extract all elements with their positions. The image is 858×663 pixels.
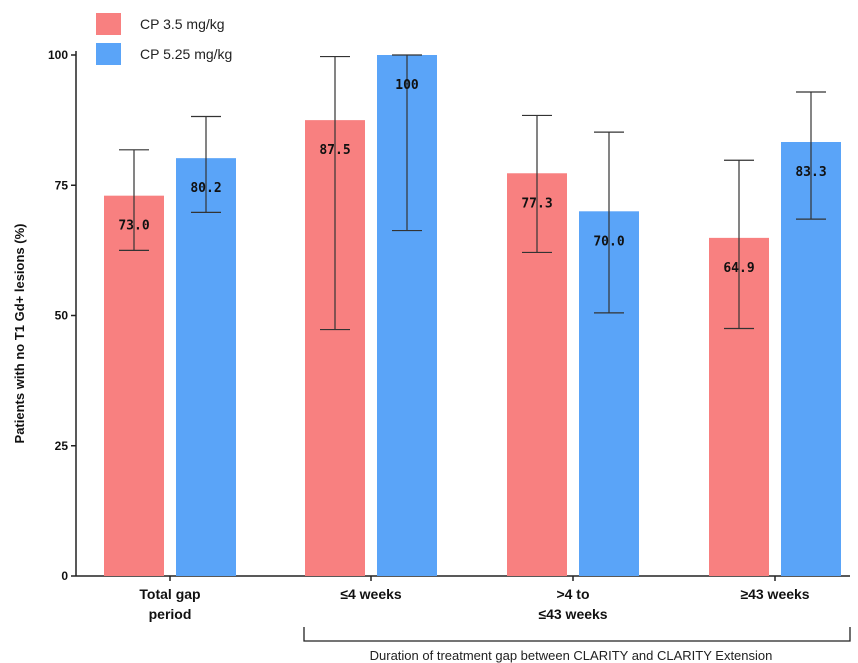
legend-swatch [96,13,121,35]
data-label: 87.5 [319,143,350,158]
y-axis: 0 25 50 75 100 Patients with no T1 Gd+ lesion… [12,48,77,583]
data-label: 70.0 [593,234,624,249]
y-tick-label: 25 [55,439,69,453]
legend-label: CP 3.5 mg/kg [140,16,225,32]
y-tick-label: 75 [55,178,69,192]
legend-swatch [96,43,121,65]
y-tick-label: 50 [55,309,69,323]
bar [176,158,236,576]
x-tick-label: ≤43 weeks [538,606,607,622]
data-label: 77.3 [521,196,552,211]
data-label: 73.0 [118,219,149,234]
bar [104,195,164,577]
group-bracket: Duration of treatment gap between CLARIT… [303,627,851,663]
y-tick-label: 0 [61,569,68,583]
legend-label: CP 5.25 mg/kg [140,46,232,62]
x-tick-label: Total gap [139,586,200,602]
legend: CP 3.5 mg/kg CP 5.25 mg/kg [96,13,232,65]
x-tick-label: period [149,606,192,622]
x-tick-label: ≤4 weeks [340,586,402,602]
x-tick-label: >4 to [556,586,589,602]
y-tick-label: 100 [48,48,68,62]
x-tick-label: ≥43 weeks [740,586,809,602]
data-label: 80.2 [190,181,221,196]
x-axis: Total gap period ≤4 weeks >4 to ≤43 weeks ≥43… [76,575,850,622]
data-labels: 73.0 87.5 77.3 64.9 80.2 100 70.0 83.3 [118,78,826,276]
data-label: 100 [395,78,419,93]
y-axis-label: Patients with no T1 Gd+ lesions (%) [12,224,27,444]
bracket-line [303,627,851,642]
data-label: 83.3 [795,165,826,180]
bracket-label: Duration of treatment gap between CLARIT… [370,648,773,663]
data-label: 64.9 [723,261,754,276]
error-bars [119,54,826,331]
bars [104,55,841,577]
